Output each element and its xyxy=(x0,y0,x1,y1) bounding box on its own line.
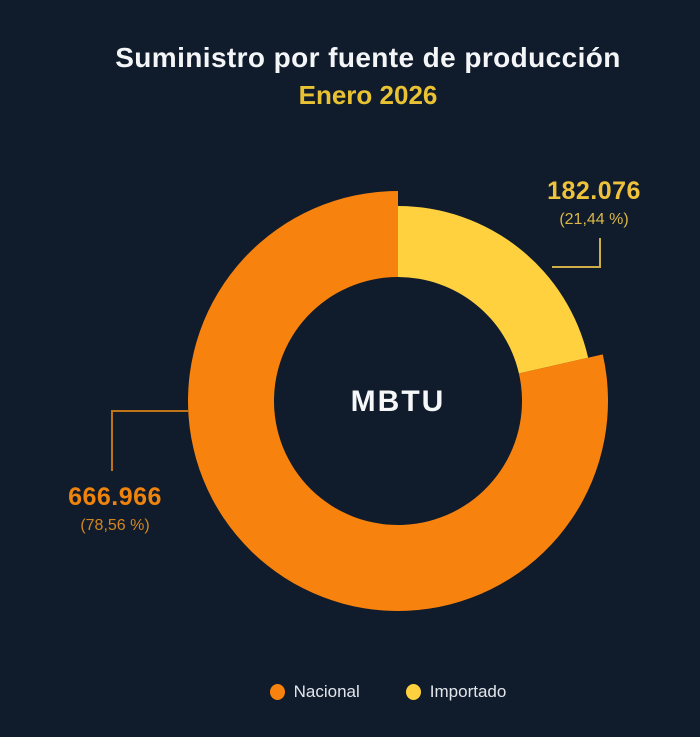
legend: Nacional Importado xyxy=(38,682,700,702)
chart-subtitle: Enero 2026 xyxy=(298,80,438,110)
nacional-value-label: 666.966 xyxy=(68,483,162,511)
slice-nacional[interactable] xyxy=(188,191,609,611)
donut-center-label: MBTU xyxy=(350,385,446,418)
nacional-leader-line xyxy=(111,410,189,471)
legend-item-importado[interactable]: Importado xyxy=(405,682,507,702)
nacional-percent-label: (78,56 %) xyxy=(80,516,150,534)
legend-label-importado: Importado xyxy=(429,682,507,701)
importado-value-label: 182.076 xyxy=(547,177,641,205)
nacional-annotation: 666.966 (78,56 %) xyxy=(30,483,200,535)
importado-swatch-icon xyxy=(405,684,421,700)
importado-annotation: 182.076 (21,44 %) xyxy=(509,177,679,229)
chart-title: Suministro por fuente de producción xyxy=(115,42,621,73)
legend-item-nacional[interactable]: Nacional xyxy=(269,682,360,702)
importado-percent-label: (21,44 %) xyxy=(559,210,629,228)
importado-leader-line xyxy=(552,238,601,268)
nacional-swatch-icon xyxy=(269,684,285,700)
legend-label-nacional: Nacional xyxy=(293,682,360,701)
slice-importado[interactable] xyxy=(398,206,589,374)
